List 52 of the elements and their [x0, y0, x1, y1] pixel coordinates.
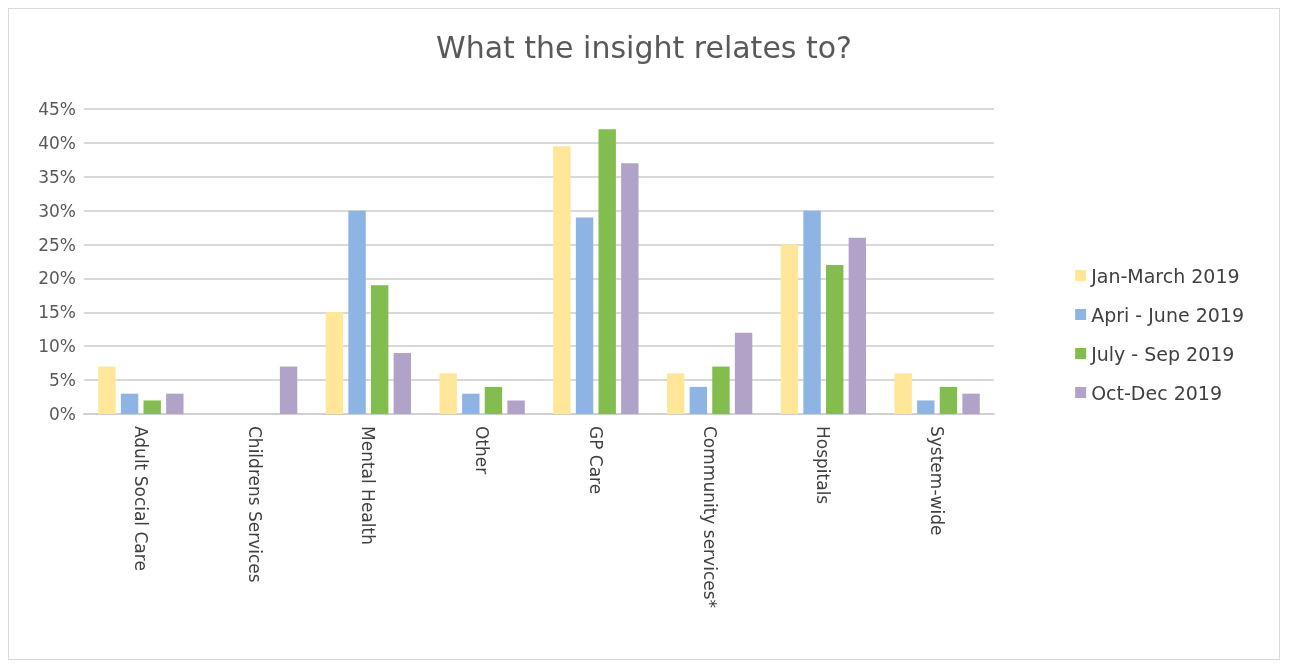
bar	[393, 353, 412, 414]
bar	[894, 373, 912, 414]
bar	[712, 366, 730, 414]
x-tick-label: Adult Social Care	[130, 426, 151, 571]
bar	[917, 400, 935, 414]
x-tick-label: Childrens Services	[244, 426, 265, 583]
legend-label: Jan-March 2019	[1090, 264, 1240, 287]
bar	[98, 366, 116, 414]
bar	[803, 210, 821, 414]
bar	[439, 373, 457, 414]
bar	[825, 264, 844, 414]
x-tick-label: Mental Health	[358, 426, 379, 545]
y-tick-label: 10%	[38, 336, 76, 357]
x-tick-label: Hospitals	[813, 426, 834, 505]
bar	[848, 237, 867, 414]
legend-label: Apri - June 2019	[1091, 303, 1245, 326]
bar	[939, 386, 958, 414]
x-tick-label: GP Care	[585, 426, 606, 495]
bar	[621, 163, 639, 414]
x-tick-label: System-wide	[927, 426, 948, 536]
bar	[575, 217, 594, 414]
x-tick-label: Community services*	[699, 426, 720, 609]
bar	[462, 393, 480, 414]
bar	[507, 400, 525, 414]
x-tick-label: Other	[472, 426, 493, 475]
legend-label: Oct-Dec 2019	[1091, 381, 1223, 404]
bar	[734, 332, 753, 414]
bar	[780, 244, 799, 414]
bar	[325, 312, 344, 414]
bar	[962, 393, 980, 414]
legend-label: July - Sep 2019	[1090, 342, 1235, 365]
y-tick-label: 30%	[38, 200, 76, 221]
bar	[279, 366, 298, 414]
y-tick-label: 40%	[38, 132, 76, 153]
y-tick-label: 15%	[38, 302, 76, 323]
chart-title: What the insight relates to?	[435, 29, 853, 65]
y-tick-label: 0%	[49, 404, 76, 424]
bar	[666, 373, 685, 414]
y-tick-label: 5%	[49, 370, 76, 391]
bar	[689, 386, 708, 414]
bar	[598, 129, 616, 414]
y-tick-label: 20%	[38, 268, 76, 289]
bar	[166, 393, 184, 414]
y-tick-label: 35%	[38, 166, 76, 187]
bar	[143, 400, 161, 414]
bar	[484, 386, 503, 414]
y-tick-label: 45%	[38, 99, 76, 119]
bar	[553, 146, 571, 414]
bar	[348, 210, 366, 414]
y-tick-label: 25%	[38, 234, 76, 255]
bar	[370, 285, 389, 414]
bar	[120, 393, 139, 414]
